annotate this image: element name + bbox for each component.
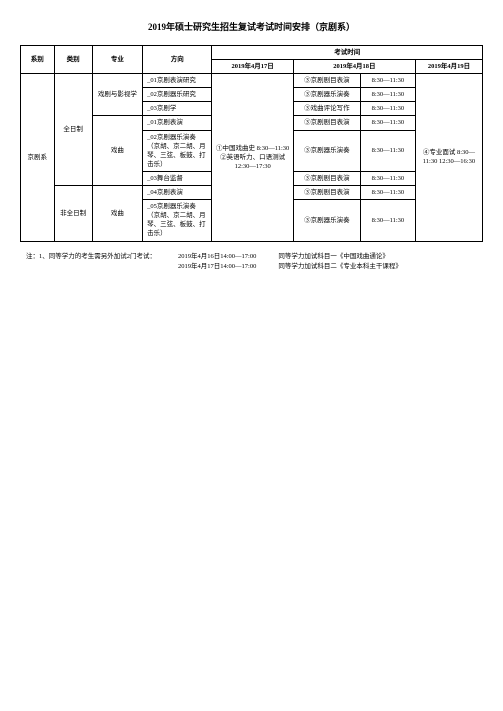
- page-title: 2019年硕士研究生招生复试考试时间安排（京剧系）: [20, 20, 483, 33]
- header-direction: 方向: [143, 46, 212, 74]
- cell-day3: ④专业面试 8:30—11:30 12:30—16:30: [415, 74, 482, 241]
- cell-major2: 戏曲: [92, 116, 142, 186]
- cell-d2-content: ③京剧器乐演奏: [293, 200, 360, 241]
- cell-d2-time: 8:30—11:30: [360, 116, 415, 130]
- cell-dir: _03京剧学: [143, 102, 212, 116]
- cell-d2-content: ③京剧剧目表演: [293, 171, 360, 185]
- note-subject1: 同等学力加试科目一《中国戏曲通论》: [278, 252, 402, 262]
- cell-d2-content: ③京剧剧目表演: [293, 186, 360, 200]
- cell-d2-content: ③京剧剧目表演: [293, 116, 360, 130]
- header-day1: 2019年4月17日: [212, 60, 293, 74]
- cell-major1: 戏剧与影视学: [92, 74, 142, 116]
- cell-dir: _05京剧器乐演奏（京胡、京二胡、月琴、三弦、板鼓、打击乐）: [143, 200, 212, 241]
- cell-d2-time: 8:30—11:30: [360, 88, 415, 102]
- cell-d2-content: ③京剧器乐演奏: [293, 88, 360, 102]
- notes: 注：1、同等学力的考生需另外加试2门考试： 2019年4月16日14:00—17…: [20, 252, 483, 273]
- cell-dir: _01京剧表演研究: [143, 74, 212, 88]
- header-day2: 2019年4月18日: [293, 60, 415, 74]
- header-dept: 系别: [21, 46, 55, 74]
- cell-d2-time: 8:30—11:30: [360, 171, 415, 185]
- cell-day1: ①中国戏曲史 8:30—11:30 ②英语听力、口语测试12:30—17:30: [212, 74, 293, 241]
- note-date1: 2019年4月16日14:00—17:00: [178, 252, 256, 262]
- note-label: 注：1、同等学力的考生需另外加试2门考试：: [26, 253, 156, 260]
- cell-d2-time: 8:30—11:30: [360, 186, 415, 200]
- note-subject2: 同等学力加试科目二《专业本科主干课程》: [278, 262, 402, 272]
- note-date2: 2019年4月17日14:00—17:00: [178, 262, 256, 272]
- cell-type2: 非全日制: [54, 186, 92, 241]
- cell-d2-time: 8:30—11:30: [360, 74, 415, 88]
- header-type: 类别: [54, 46, 92, 74]
- cell-dir: _04京剧表演: [143, 186, 212, 200]
- cell-dept: 京剧系: [21, 74, 55, 241]
- cell-dir: _02京剧器乐研究: [143, 88, 212, 102]
- cell-dir: _02京剧器乐演奏（京胡、京二胡、月琴、三弦、板鼓、打击乐）: [143, 130, 212, 171]
- cell-type1: 全日制: [54, 74, 92, 186]
- schedule-table: 系别 类别 专业 方向 考试时间 2019年4月17日 2019年4月18日 2…: [20, 45, 483, 242]
- header-major: 专业: [92, 46, 142, 74]
- cell-major2b: 戏曲: [92, 186, 142, 241]
- cell-d2-content: ③戏曲评论写作: [293, 102, 360, 116]
- cell-dir: _03舞台监督: [143, 171, 212, 185]
- cell-d2-time: 8:30—11:30: [360, 200, 415, 241]
- cell-d2-time: 8:30—11:30: [360, 102, 415, 116]
- cell-d2-time: 8:30—11:30: [360, 130, 415, 171]
- header-time-group: 考试时间: [212, 46, 483, 60]
- cell-d2-content: ③京剧器乐演奏: [293, 130, 360, 171]
- cell-d2-content: ③京剧剧目表演: [293, 74, 360, 88]
- header-day3: 2019年4月19日: [415, 60, 482, 74]
- cell-dir: _01京剧表演: [143, 116, 212, 130]
